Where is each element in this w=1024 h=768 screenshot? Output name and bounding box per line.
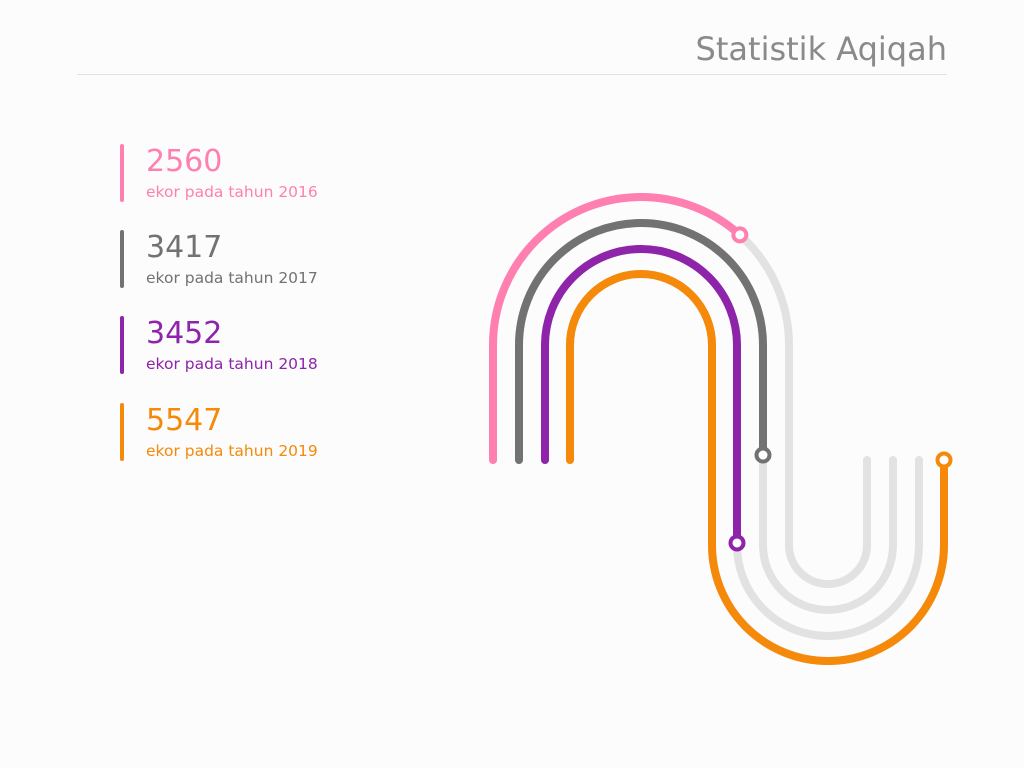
stat-item-2018: 3452 ekor pada tahun 2018 — [120, 316, 380, 374]
stat-value: 2560 — [146, 144, 223, 179]
track-endpoint-2019 — [935, 451, 953, 469]
stat-label: ekor pada tahun 2017 — [146, 269, 318, 287]
page-title: Statistik Aqiqah — [695, 30, 947, 68]
stat-item-2019: 5547 ekor pada tahun 2019 — [120, 403, 380, 461]
stat-accent-bar — [120, 403, 124, 461]
stat-accent-bar — [120, 230, 124, 288]
stat-item-2016: 2560 ekor pada tahun 2016 — [120, 144, 380, 202]
stat-label: ekor pada tahun 2016 — [146, 183, 318, 201]
stat-value: 3417 — [146, 230, 223, 265]
stat-accent-bar — [120, 316, 124, 374]
stat-item-2017: 3417 ekor pada tahun 2017 — [120, 230, 380, 288]
stat-label: ekor pada tahun 2018 — [146, 355, 318, 373]
track-progress-2018 — [541, 245, 923, 640]
stat-value: 3452 — [146, 316, 223, 351]
track-progress-2019 — [566, 270, 948, 665]
track-progress-2016 — [489, 193, 871, 588]
track-endpoint-2016 — [731, 226, 749, 244]
stat-accent-bar — [120, 144, 124, 202]
stat-value: 5547 — [146, 403, 223, 438]
track-endpoint-2017 — [754, 446, 772, 464]
title-divider — [77, 74, 947, 75]
stat-label: ekor pada tahun 2019 — [146, 442, 318, 460]
track-background-2017 — [515, 219, 897, 614]
track-endpoint-2018 — [728, 534, 746, 552]
track-progress-2017 — [515, 219, 897, 614]
